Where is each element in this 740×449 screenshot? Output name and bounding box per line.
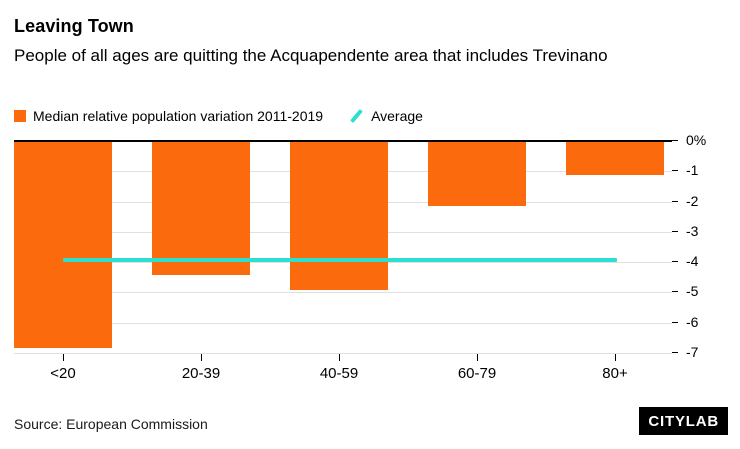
x-axis-label: 20-39 <box>181 365 221 382</box>
y-axis-tick <box>672 261 678 263</box>
x-axis-tick <box>615 354 616 361</box>
legend: Median relative population variation 201… <box>14 108 423 124</box>
y-axis-label: -2 <box>686 192 699 209</box>
y-axis-label: 0% <box>686 132 707 148</box>
y-axis-tick <box>672 140 678 141</box>
x-axis-tick <box>201 354 202 361</box>
x-axis-label: 60-79 <box>457 365 497 382</box>
y-axis-tick <box>672 321 678 323</box>
chart-header: Leaving Town People of all ages are quit… <box>14 16 674 68</box>
series-legend-label: Median relative population variation 201… <box>33 108 324 124</box>
average-legend-label: Average <box>371 108 423 124</box>
citylab-logo: CITYLAB <box>639 407 728 435</box>
gridline <box>14 353 672 354</box>
bar <box>428 142 526 206</box>
y-axis-label: -6 <box>686 313 699 330</box>
gridline <box>14 292 672 294</box>
bar <box>152 142 250 275</box>
y-axis-label: -1 <box>686 162 699 179</box>
y-axis-label: -4 <box>686 253 699 270</box>
plot-area <box>14 140 672 354</box>
source-note: Source: European Commission <box>14 416 208 432</box>
y-axis-tick <box>672 200 678 202</box>
y-axis-label: -7 <box>686 344 699 360</box>
x-axis-tick <box>63 354 64 361</box>
y-axis-label: -5 <box>686 283 699 300</box>
x-axis-label: 40-59 <box>319 365 359 382</box>
y-axis-tick <box>672 170 678 172</box>
chart-title: Leaving Town <box>14 16 134 36</box>
series-swatch-icon <box>14 110 26 122</box>
legend-item-average: Average <box>349 108 423 124</box>
bar <box>14 142 112 348</box>
y-axis-tick <box>672 230 678 232</box>
y-axis-tick <box>672 352 678 353</box>
bar <box>566 142 664 175</box>
x-axis-label: 80+ <box>602 365 628 382</box>
average-line-icon <box>350 108 363 124</box>
x-axis-tick <box>477 354 478 361</box>
y-axis-label: -3 <box>686 222 699 239</box>
x-axis-tick <box>339 354 340 361</box>
average-line <box>63 258 617 262</box>
x-axis-label: <20 <box>50 365 76 382</box>
chart-subtitle: People of all ages are quitting the Acqu… <box>14 46 608 65</box>
bar <box>290 142 388 290</box>
x-axis: <20 20-39 40-59 60-79 80+ <box>14 352 672 386</box>
gridline <box>14 322 672 324</box>
y-axis-tick <box>672 291 678 293</box>
legend-item-series: Median relative population variation 201… <box>14 108 323 124</box>
y-axis: 0% -1 -2 -3 -4 -5 -6 -7 <box>672 132 738 364</box>
